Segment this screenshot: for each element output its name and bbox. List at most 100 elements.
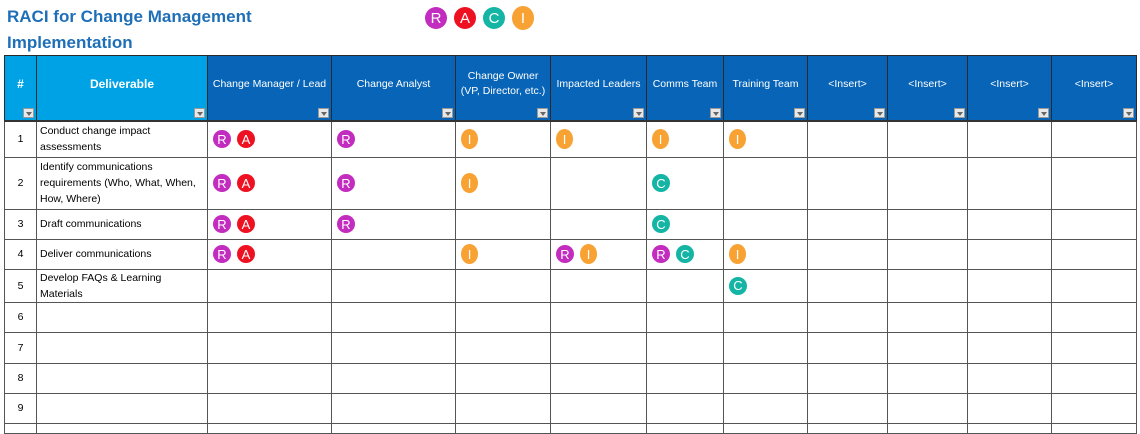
row-number[interactable]: 4 — [4, 238, 37, 270]
raci-cell[interactable] — [807, 331, 888, 364]
raci-cell[interactable]: R — [331, 120, 456, 158]
raci-cell[interactable] — [331, 301, 456, 333]
raci-cell[interactable] — [1051, 331, 1137, 364]
raci-cell[interactable] — [1051, 392, 1137, 424]
row-number[interactable]: 2 — [4, 156, 37, 210]
raci-cell[interactable]: C — [646, 208, 724, 240]
raci-cell[interactable] — [887, 156, 968, 210]
raci-cell[interactable] — [807, 362, 888, 394]
raci-cell[interactable] — [1051, 208, 1137, 240]
row-number[interactable]: 1 — [4, 120, 37, 158]
raci-cell[interactable]: I — [646, 120, 724, 158]
raci-cell[interactable] — [967, 422, 1052, 434]
raci-cell[interactable] — [723, 331, 808, 364]
row-number[interactable]: 5 — [4, 268, 37, 303]
filter-dropdown-icon[interactable] — [194, 108, 205, 118]
raci-cell[interactable] — [967, 156, 1052, 210]
filter-dropdown-icon[interactable] — [874, 108, 885, 118]
raci-cell[interactable] — [807, 208, 888, 240]
raci-cell[interactable] — [967, 238, 1052, 270]
raci-cell[interactable] — [455, 331, 551, 364]
raci-cell[interactable] — [887, 392, 968, 424]
raci-cell[interactable] — [807, 156, 888, 210]
raci-cell[interactable] — [455, 392, 551, 424]
raci-cell[interactable] — [887, 238, 968, 270]
raci-cell[interactable] — [887, 331, 968, 364]
deliverable-cell[interactable] — [36, 301, 208, 333]
raci-cell[interactable] — [967, 208, 1052, 240]
raci-cell[interactable] — [646, 422, 724, 434]
raci-cell[interactable] — [887, 301, 968, 333]
raci-cell[interactable] — [455, 422, 551, 434]
raci-cell[interactable] — [1051, 362, 1137, 394]
raci-cell[interactable] — [887, 208, 968, 240]
raci-cell[interactable] — [331, 392, 456, 424]
raci-cell[interactable] — [550, 422, 647, 434]
raci-cell[interactable]: I — [455, 238, 551, 270]
raci-cell[interactable] — [967, 120, 1052, 158]
raci-cell[interactable] — [207, 301, 332, 333]
deliverable-cell[interactable]: Deliver communications — [36, 238, 208, 270]
raci-cell[interactable] — [207, 268, 332, 303]
deliverable-cell[interactable] — [36, 362, 208, 394]
raci-cell[interactable] — [807, 268, 888, 303]
raci-cell[interactable] — [1051, 301, 1137, 333]
raci-cell[interactable] — [646, 301, 724, 333]
deliverable-cell[interactable]: Draft communications — [36, 208, 208, 240]
raci-cell[interactable] — [455, 301, 551, 333]
raci-cell[interactable] — [807, 392, 888, 424]
raci-cell[interactable] — [723, 156, 808, 210]
raci-cell[interactable] — [1051, 120, 1137, 158]
raci-cell[interactable] — [967, 301, 1052, 333]
raci-cell[interactable] — [331, 422, 456, 434]
raci-cell[interactable] — [807, 120, 888, 158]
raci-cell[interactable] — [807, 422, 888, 434]
raci-cell[interactable] — [331, 331, 456, 364]
raci-cell[interactable] — [550, 331, 647, 364]
raci-cell[interactable] — [723, 362, 808, 394]
raci-cell[interactable] — [207, 422, 332, 434]
raci-cell[interactable]: C — [646, 156, 724, 210]
filter-dropdown-icon[interactable] — [710, 108, 721, 118]
raci-cell[interactable] — [207, 331, 332, 364]
raci-cell[interactable]: R — [331, 208, 456, 240]
deliverable-cell[interactable] — [36, 422, 208, 434]
raci-cell[interactable]: I — [723, 120, 808, 158]
raci-cell[interactable] — [887, 362, 968, 394]
deliverable-cell[interactable]: Identify communications requirements (Wh… — [36, 156, 208, 210]
raci-cell[interactable] — [455, 208, 551, 240]
raci-cell[interactable] — [1051, 156, 1137, 210]
raci-cell[interactable] — [646, 392, 724, 424]
deliverable-cell[interactable]: Develop FAQs & Learning Materials — [36, 268, 208, 303]
raci-cell[interactable] — [646, 331, 724, 364]
filter-dropdown-icon[interactable] — [442, 108, 453, 118]
raci-cell[interactable] — [550, 392, 647, 424]
raci-cell[interactable] — [723, 208, 808, 240]
raci-cell[interactable] — [967, 331, 1052, 364]
raci-cell[interactable] — [550, 156, 647, 210]
raci-cell[interactable]: I — [455, 120, 551, 158]
row-number[interactable]: 9 — [4, 392, 37, 424]
raci-cell[interactable] — [646, 268, 724, 303]
raci-cell[interactable] — [887, 422, 968, 434]
raci-cell[interactable] — [331, 362, 456, 394]
raci-cell[interactable] — [550, 301, 647, 333]
raci-cell[interactable] — [455, 268, 551, 303]
raci-cell[interactable] — [723, 422, 808, 434]
raci-cell[interactable] — [1051, 422, 1137, 434]
raci-cell[interactable] — [646, 362, 724, 394]
raci-cell[interactable] — [967, 392, 1052, 424]
raci-cell[interactable] — [1051, 268, 1137, 303]
raci-cell[interactable] — [723, 392, 808, 424]
deliverable-cell[interactable]: Conduct change impact assessments — [36, 120, 208, 158]
filter-dropdown-icon[interactable] — [1123, 108, 1134, 118]
row-number[interactable]: 3 — [4, 208, 37, 240]
raci-cell[interactable] — [331, 268, 456, 303]
filter-dropdown-icon[interactable] — [954, 108, 965, 118]
